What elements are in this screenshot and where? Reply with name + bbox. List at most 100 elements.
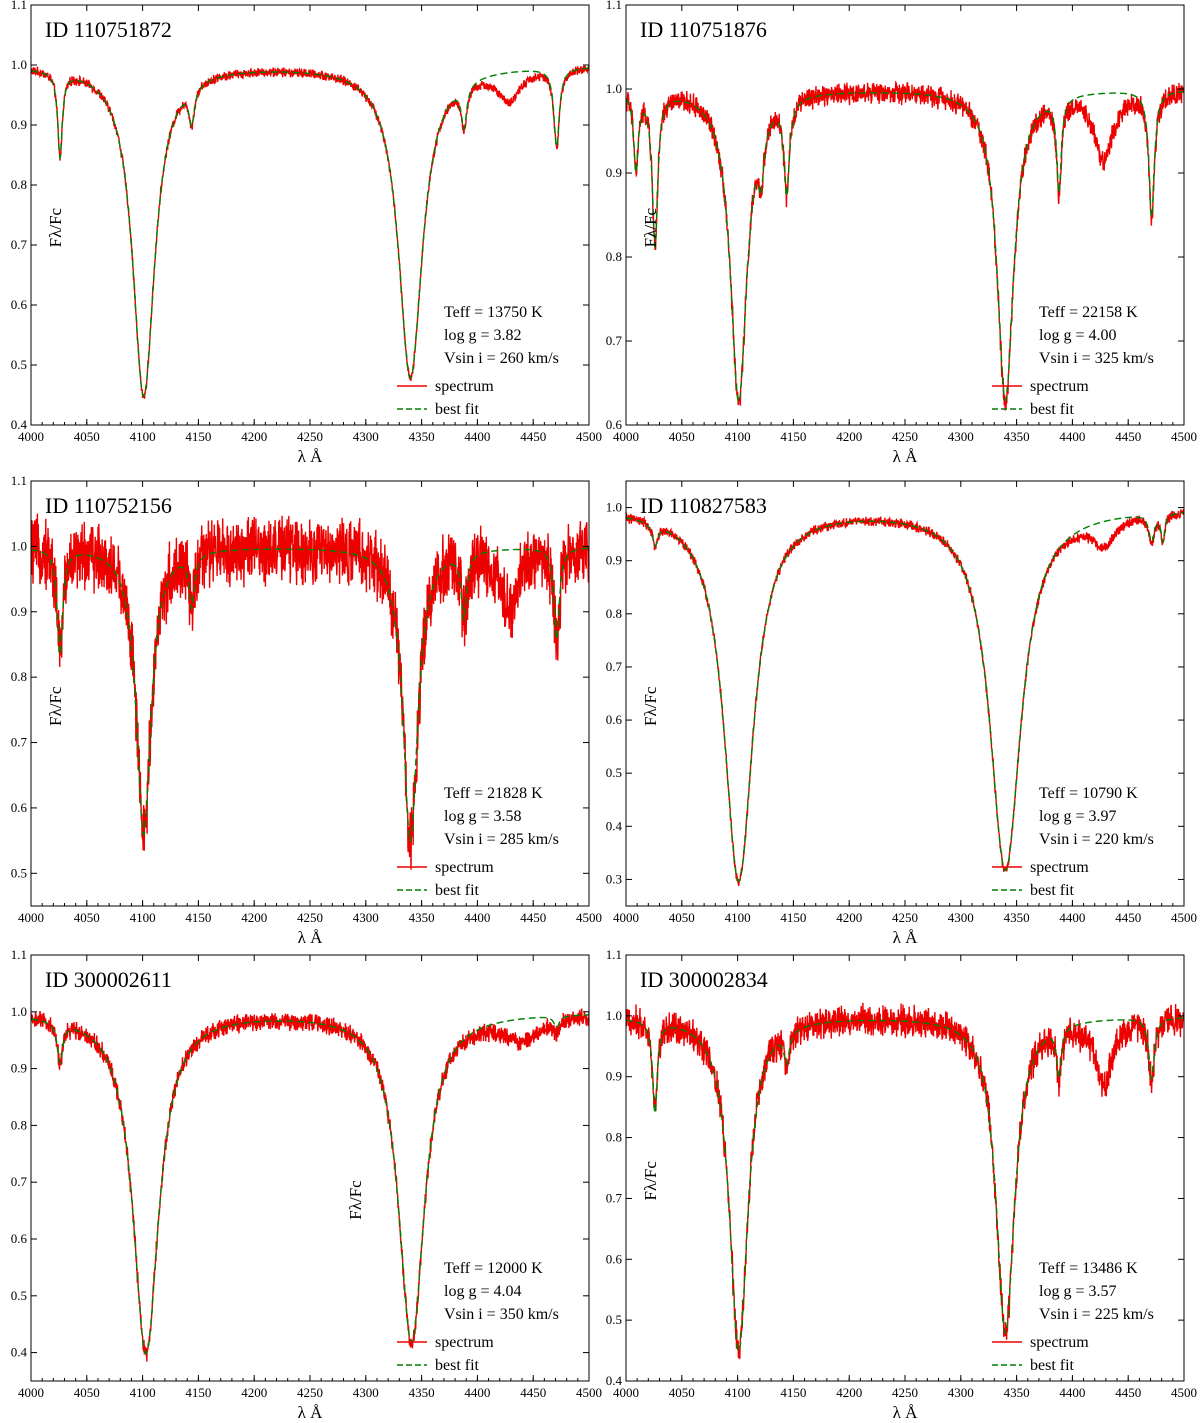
y-tick-label: 0.9 (606, 165, 622, 180)
x-tick-label: 4150 (185, 1385, 211, 1400)
spectrum-line (626, 1002, 1184, 1360)
x-tick-label: 4250 (892, 429, 918, 444)
x-tick-label: 4450 (520, 910, 546, 925)
panel-6: 4000 4050 4100 4150 4200 4250 4300 4350 4400 4450… (606, 947, 1197, 1422)
fit-parameter: Teff = 22158 K (1039, 304, 1138, 321)
panel-curves (626, 508, 1184, 887)
legend-label: best fit (1030, 1357, 1075, 1374)
x-tick-label: 4250 (297, 429, 323, 444)
y-tick-label: 0.7 (11, 237, 28, 252)
x-tick-label: 4200 (836, 1385, 862, 1400)
fit-parameter: log g = 4.04 (444, 1283, 521, 1300)
legend-label: spectrum (1030, 378, 1089, 395)
y-tick-label: 1.1 (606, 947, 622, 962)
x-axis-label: λ Å (298, 1403, 323, 1422)
panel-id-label: ID 110751876 (640, 17, 767, 42)
x-tick-label: 4150 (780, 429, 806, 444)
best-fit-line (626, 90, 1184, 404)
panel-id-label: ID 110752156 (45, 493, 172, 518)
y-tick-label: 0.7 (606, 659, 623, 674)
x-axis-label: λ Å (298, 928, 323, 947)
y-tick-label: 0.5 (11, 1288, 27, 1303)
panel-curves (626, 80, 1184, 411)
x-tick-label: 4000 (18, 1385, 44, 1400)
x-tick-label: 4450 (1115, 1385, 1141, 1400)
x-tick-label: 4000 (18, 910, 44, 925)
y-tick-label: 0.9 (606, 553, 622, 568)
x-tick-label: 4450 (520, 1385, 546, 1400)
x-tick-label: 4250 (297, 1385, 323, 1400)
x-tick-label: 4450 (1115, 910, 1141, 925)
panel-4: 4000 4050 4100 4150 4200 4250 4300 4350 4400 4450… (606, 480, 1197, 947)
best-fit-line (31, 547, 589, 843)
x-tick-label: 4050 (669, 1385, 695, 1400)
x-tick-label: 4400 (1059, 1385, 1085, 1400)
panel-5: 4000 4050 4100 4150 4200 4250 4300 4350 4400 4450… (11, 947, 602, 1422)
x-tick-label: 4300 (948, 910, 974, 925)
x-axis-label: λ Å (298, 447, 323, 466)
y-tick-label: 0.7 (606, 333, 623, 348)
x-tick-label: 4100 (130, 910, 156, 925)
x-tick-label: 4500 (576, 429, 602, 444)
legend-label: best fit (435, 882, 480, 899)
y-tick-label: 1.0 (606, 500, 622, 515)
y-tick-label: 1.0 (11, 57, 27, 72)
x-tick-label: 4250 (297, 910, 323, 925)
legend-label: spectrum (1030, 1334, 1089, 1351)
x-tick-label: 4050 (669, 910, 695, 925)
x-tick-label: 4050 (74, 910, 100, 925)
y-tick-label: 0.7 (11, 1174, 28, 1189)
x-tick-label: 4150 (780, 910, 806, 925)
x-tick-label: 4300 (353, 429, 379, 444)
y-tick-label: 0.3 (606, 871, 622, 886)
y-tick-label: 0.8 (11, 1117, 27, 1132)
x-tick-label: 4100 (130, 429, 156, 444)
y-tick-label: 0.8 (11, 177, 27, 192)
y-tick-label: 0.5 (11, 865, 27, 880)
y-tick-label: 0.7 (11, 735, 28, 750)
best-fit-line (31, 67, 589, 397)
fit-parameter: log g = 3.57 (1039, 1283, 1116, 1300)
legend-label: spectrum (435, 1334, 494, 1351)
x-tick-label: 4350 (1004, 1385, 1030, 1400)
fit-parameter: log g = 3.82 (444, 327, 521, 344)
y-tick-label: 0.8 (606, 249, 622, 264)
fit-parameter: Teff = 10790 K (1039, 785, 1138, 802)
fit-parameter: Vsin i = 260 km/s (444, 350, 559, 367)
y-tick-label: 0.6 (11, 1231, 28, 1246)
x-tick-label: 4000 (613, 910, 639, 925)
x-tick-label: 4150 (185, 429, 211, 444)
y-tick-label: 0.6 (606, 1251, 623, 1266)
x-tick-label: 4400 (464, 910, 490, 925)
x-tick-label: 4050 (74, 429, 100, 444)
y-axis-label: Fλ/Fc (346, 1180, 365, 1220)
y-tick-label: 0.7 (606, 1190, 623, 1205)
fit-parameter: log g = 4.00 (1039, 327, 1116, 344)
x-tick-label: 4200 (836, 910, 862, 925)
fit-parameter: Teff = 12000 K (444, 1260, 543, 1277)
fit-parameter: Vsin i = 285 km/s (444, 831, 559, 848)
fit-parameter: log g = 3.58 (444, 808, 521, 825)
legend-label: spectrum (435, 859, 494, 876)
x-tick-label: 4200 (241, 1385, 267, 1400)
y-tick-label: 0.9 (606, 1069, 622, 1084)
x-tick-label: 4150 (185, 910, 211, 925)
fit-parameter: Teff = 13750 K (444, 304, 543, 321)
y-tick-label: 0.4 (11, 417, 28, 432)
x-tick-label: 4350 (409, 910, 435, 925)
x-axis-label: λ Å (893, 1403, 918, 1422)
y-tick-label: 0.8 (606, 1130, 622, 1145)
fit-parameter: Vsin i = 325 km/s (1039, 350, 1154, 367)
best-fit-line (626, 512, 1184, 883)
x-tick-label: 4400 (1059, 429, 1085, 444)
x-tick-label: 4200 (836, 429, 862, 444)
x-tick-label: 4500 (1171, 429, 1197, 444)
x-tick-label: 4400 (464, 1385, 490, 1400)
spectrum-line (626, 80, 1184, 411)
panel-3: 4000 4050 4100 4150 4200 4250 4300 4350 4400 4450… (11, 473, 602, 947)
x-tick-label: 4400 (1059, 910, 1085, 925)
x-tick-label: 4250 (892, 1385, 918, 1400)
y-tick-label: 0.6 (606, 712, 623, 727)
panel-id-label: ID 300002834 (640, 967, 768, 992)
